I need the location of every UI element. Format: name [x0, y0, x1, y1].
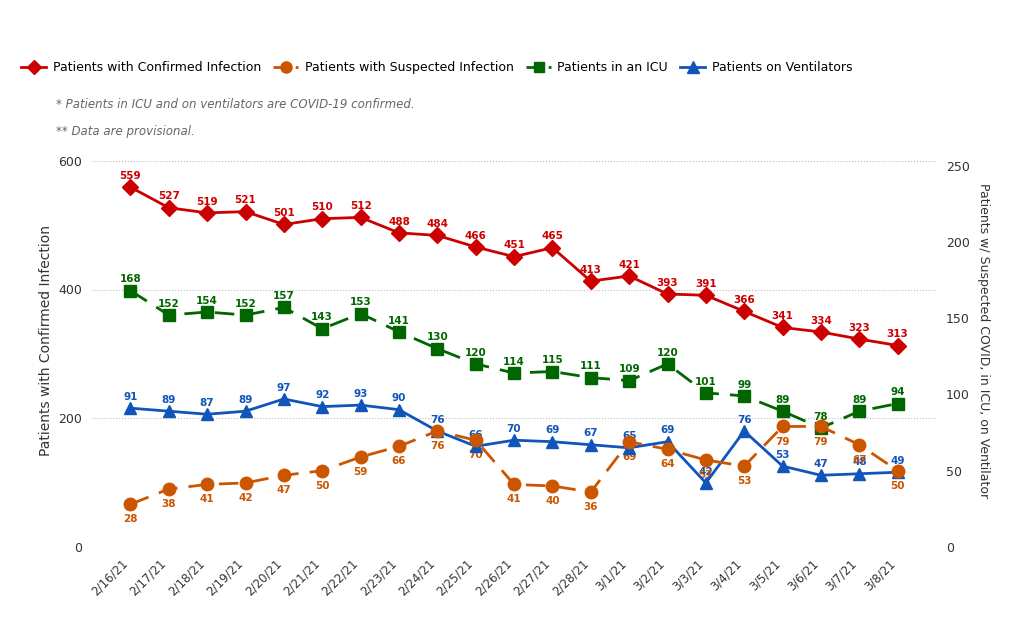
Text: 421: 421: [618, 259, 640, 270]
Text: 50: 50: [315, 481, 329, 490]
Y-axis label: Patients w/ Suspected COVID, in ICU, on Ventilator: Patients w/ Suspected COVID, in ICU, on …: [977, 184, 990, 499]
Text: 53: 53: [737, 476, 752, 486]
Text: 99: 99: [738, 379, 751, 390]
Text: 391: 391: [695, 279, 717, 289]
Text: 465: 465: [541, 231, 564, 241]
Text: 57: 57: [699, 470, 713, 480]
Text: 90: 90: [392, 394, 406, 403]
Text: 64: 64: [660, 460, 675, 469]
Text: 313: 313: [887, 329, 908, 339]
Text: 413: 413: [580, 265, 602, 275]
Text: 111: 111: [580, 361, 602, 371]
Text: 120: 120: [464, 347, 487, 358]
Text: 527: 527: [158, 191, 180, 202]
Text: 484: 484: [427, 219, 448, 229]
Text: 47: 47: [276, 485, 292, 496]
Text: 323: 323: [848, 323, 871, 333]
Text: 79: 79: [775, 437, 790, 446]
Text: 42: 42: [238, 493, 253, 503]
Text: 488: 488: [388, 216, 410, 227]
Text: 168: 168: [120, 274, 141, 284]
Text: 69: 69: [660, 426, 675, 435]
Text: 41: 41: [506, 494, 522, 505]
Text: 153: 153: [350, 297, 371, 308]
Text: COVID-19 Hospitalizations Reported by MS Hospitals, 2/16/21-3/8/21 *,**: COVID-19 Hospitalizations Reported by MS…: [12, 15, 779, 35]
Text: 49: 49: [890, 456, 905, 466]
Text: 67: 67: [583, 428, 598, 438]
Text: 334: 334: [810, 316, 832, 325]
Text: 466: 466: [464, 230, 487, 241]
Text: 512: 512: [350, 201, 371, 211]
Text: 53: 53: [775, 450, 790, 460]
Text: 69: 69: [545, 426, 560, 435]
Text: 393: 393: [657, 278, 678, 288]
Text: 451: 451: [503, 240, 525, 250]
Text: 109: 109: [618, 365, 640, 374]
Text: 115: 115: [541, 355, 564, 365]
Text: 89: 89: [162, 395, 176, 405]
Text: 89: 89: [852, 395, 866, 405]
Text: ** Data are provisional.: ** Data are provisional.: [56, 125, 195, 138]
Text: 141: 141: [388, 315, 410, 325]
Text: 510: 510: [311, 202, 333, 213]
Text: 40: 40: [545, 496, 560, 506]
Text: 79: 79: [813, 437, 829, 446]
Text: 87: 87: [199, 398, 215, 408]
Text: 114: 114: [503, 357, 525, 367]
Text: 69: 69: [622, 452, 636, 462]
Text: 94: 94: [890, 387, 905, 397]
Text: 143: 143: [311, 313, 333, 322]
Text: 50: 50: [890, 481, 905, 490]
Text: 519: 519: [196, 196, 218, 207]
Y-axis label: Patients with Confirmed Infection: Patients with Confirmed Infection: [39, 225, 53, 456]
Text: 66: 66: [469, 430, 483, 440]
Text: 47: 47: [813, 459, 829, 469]
Text: 66: 66: [392, 456, 406, 466]
Text: 157: 157: [273, 291, 295, 301]
Text: 28: 28: [123, 514, 138, 525]
Text: 70: 70: [469, 450, 483, 460]
Text: 78: 78: [813, 412, 829, 422]
Text: 152: 152: [234, 299, 257, 309]
Text: 92: 92: [315, 390, 329, 400]
Text: 152: 152: [158, 299, 180, 309]
Text: 59: 59: [353, 467, 368, 477]
Text: 76: 76: [737, 415, 752, 425]
Text: 91: 91: [123, 392, 138, 402]
Text: 89: 89: [238, 395, 253, 405]
Text: 76: 76: [430, 441, 445, 451]
Text: 154: 154: [196, 296, 218, 306]
Text: 366: 366: [733, 295, 755, 305]
Text: 42: 42: [699, 467, 713, 476]
Text: 130: 130: [427, 333, 448, 342]
Text: 101: 101: [695, 377, 717, 386]
Text: 41: 41: [199, 494, 215, 505]
Text: * Patients in ICU and on ventilators are COVID-19 confirmed.: * Patients in ICU and on ventilators are…: [56, 98, 415, 110]
Text: 89: 89: [775, 395, 790, 405]
Text: 559: 559: [120, 171, 141, 181]
Text: 521: 521: [234, 195, 257, 205]
Legend: Patients with Confirmed Infection, Patients with Suspected Infection, Patients i: Patients with Confirmed Infection, Patie…: [16, 56, 857, 79]
Text: 70: 70: [506, 424, 522, 434]
Text: 97: 97: [276, 383, 292, 393]
Text: 48: 48: [852, 457, 866, 467]
Text: 341: 341: [771, 311, 794, 321]
Text: 65: 65: [622, 431, 636, 442]
Text: 93: 93: [353, 389, 368, 399]
Text: 36: 36: [583, 502, 598, 512]
Text: 38: 38: [162, 499, 176, 509]
Text: 120: 120: [657, 347, 678, 358]
Text: 76: 76: [430, 415, 445, 425]
Text: 67: 67: [852, 455, 866, 465]
Text: 501: 501: [273, 208, 295, 218]
